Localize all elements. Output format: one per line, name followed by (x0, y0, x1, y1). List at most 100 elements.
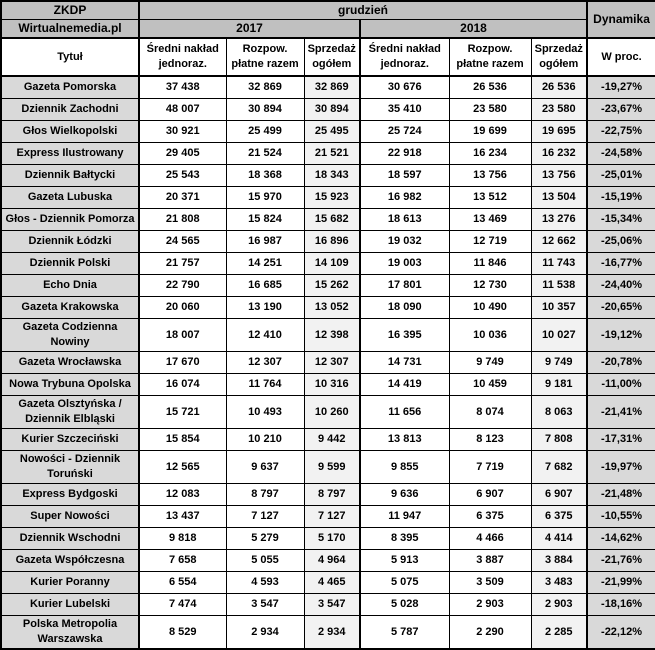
value-cell-2018-rozpow: 7 719 (448, 450, 532, 484)
value-cell-2018-sprzedaz: 11 743 (530, 252, 588, 275)
value-cell-2018-naklad: 8 395 (359, 527, 450, 550)
value-cell-2017-naklad: 21 808 (138, 208, 227, 231)
value-cell-2017-sprzedaz: 25 495 (303, 120, 361, 143)
change-percent-cell: -21,48% (586, 483, 655, 506)
value-cell-2017-naklad: 21 757 (138, 252, 227, 275)
metric-header-naklad-2018: Średni nakład jednoraz. (359, 37, 450, 77)
value-cell-2018-sprzedaz: 26 536 (530, 75, 588, 99)
change-percent-cell: -18,16% (586, 593, 655, 616)
value-cell-2018-sprzedaz: 13 756 (530, 164, 588, 187)
value-cell-2018-naklad: 16 982 (359, 186, 450, 209)
table-row: Dziennik Bałtycki 25 543 18 368 18 343 1… (0, 164, 655, 187)
header-row-years: Wirtualnemedia.pl 2017 2018 (0, 19, 655, 39)
value-cell-2018-rozpow: 8 074 (448, 395, 532, 429)
value-cell-2018-sprzedaz: 4 414 (530, 527, 588, 550)
newspaper-title-cell: Głos - Dziennik Pomorza (0, 208, 140, 231)
change-percent-cell: -19,12% (586, 318, 655, 352)
value-cell-2017-sprzedaz: 12 307 (303, 351, 361, 374)
value-cell-2018-sprzedaz: 7 682 (530, 450, 588, 484)
value-cell-2017-naklad: 22 790 (138, 274, 227, 297)
value-cell-2018-sprzedaz: 11 538 (530, 274, 588, 297)
newspaper-title-cell: Gazeta Lubuska (0, 186, 140, 209)
newspaper-title-cell: Kurier Poranny (0, 571, 140, 594)
value-cell-2018-sprzedaz: 3 483 (530, 571, 588, 594)
change-percent-cell: -24,40% (586, 274, 655, 297)
value-cell-2018-rozpow: 13 756 (448, 164, 532, 187)
value-cell-2018-sprzedaz: 9 181 (530, 373, 588, 396)
value-cell-2018-rozpow: 10 490 (448, 296, 532, 319)
value-cell-2017-sprzedaz: 4 465 (303, 571, 361, 594)
value-cell-2017-rozpow: 10 493 (225, 395, 305, 429)
value-cell-2018-naklad: 9 636 (359, 483, 450, 506)
table-row: Express Bydgoski 12 083 8 797 8 797 9 63… (0, 483, 655, 506)
value-cell-2017-naklad: 24 565 (138, 230, 227, 253)
value-cell-2017-rozpow: 16 987 (225, 230, 305, 253)
value-cell-2017-naklad: 6 554 (138, 571, 227, 594)
table-row: Polska Metropolia Warszawska 8 529 2 934… (0, 615, 655, 650)
value-cell-2018-sprzedaz: 12 662 (530, 230, 588, 253)
value-cell-2017-naklad: 7 474 (138, 593, 227, 616)
value-cell-2017-rozpow: 30 894 (225, 98, 305, 121)
value-cell-2018-naklad: 18 613 (359, 208, 450, 231)
value-cell-2017-rozpow: 3 547 (225, 593, 305, 616)
change-percent-cell: -22,75% (586, 120, 655, 143)
value-cell-2018-sprzedaz: 10 357 (530, 296, 588, 319)
value-cell-2017-naklad: 15 854 (138, 428, 227, 451)
value-cell-2017-sprzedaz: 9 599 (303, 450, 361, 484)
newspaper-title-cell: Nowości - Dziennik Toruński (0, 450, 140, 484)
newspaper-title-cell: Dziennik Zachodni (0, 98, 140, 121)
newspaper-title-cell: Kurier Szczeciński (0, 428, 140, 451)
newspaper-title-cell: Polska Metropolia Warszawska (0, 615, 140, 650)
table-row: Kurier Poranny 6 554 4 593 4 465 5 075 3… (0, 571, 655, 594)
value-cell-2017-rozpow: 15 824 (225, 208, 305, 231)
value-cell-2018-sprzedaz: 9 749 (530, 351, 588, 374)
value-cell-2017-rozpow: 7 127 (225, 505, 305, 528)
change-percent-cell: -17,31% (586, 428, 655, 451)
table-row: Gazeta Krakowska 20 060 13 190 13 052 18… (0, 296, 655, 319)
value-cell-2018-sprzedaz: 8 063 (530, 395, 588, 429)
value-cell-2017-rozpow: 14 251 (225, 252, 305, 275)
value-cell-2018-sprzedaz: 2 285 (530, 615, 588, 650)
value-cell-2017-rozpow: 9 637 (225, 450, 305, 484)
table-row: Gazeta Współczesna 7 658 5 055 4 964 5 9… (0, 549, 655, 572)
value-cell-2018-naklad: 13 813 (359, 428, 450, 451)
value-cell-2018-rozpow: 6 907 (448, 483, 532, 506)
table-row: Gazeta Lubuska 20 371 15 970 15 923 16 9… (0, 186, 655, 209)
value-cell-2018-naklad: 16 395 (359, 318, 450, 352)
value-cell-2017-naklad: 20 371 (138, 186, 227, 209)
change-percent-cell: -25,01% (586, 164, 655, 187)
newspaper-title-cell: Gazeta Współczesna (0, 549, 140, 572)
value-cell-2018-sprzedaz: 23 580 (530, 98, 588, 121)
table-row: Super Nowości 13 437 7 127 7 127 11 947 … (0, 505, 655, 528)
value-cell-2017-sprzedaz: 7 127 (303, 505, 361, 528)
title-column-header: Tytuł (0, 37, 140, 77)
value-cell-2018-rozpow: 2 290 (448, 615, 532, 650)
value-cell-2017-sprzedaz: 9 442 (303, 428, 361, 451)
table-row: Głos Wielkopolski 30 921 25 499 25 495 2… (0, 120, 655, 143)
change-percent-cell: -14,62% (586, 527, 655, 550)
value-cell-2018-naklad: 14 731 (359, 351, 450, 374)
value-cell-2018-naklad: 11 656 (359, 395, 450, 429)
change-percent-cell: -24,58% (586, 142, 655, 165)
value-cell-2018-rozpow: 12 730 (448, 274, 532, 297)
value-cell-2018-rozpow: 10 459 (448, 373, 532, 396)
change-percent-cell: -19,97% (586, 450, 655, 484)
percent-column-header: W proc. (586, 37, 655, 77)
table-row: Kurier Szczeciński 15 854 10 210 9 442 1… (0, 428, 655, 451)
change-percent-cell: -22,12% (586, 615, 655, 650)
value-cell-2017-rozpow: 4 593 (225, 571, 305, 594)
value-cell-2017-naklad: 25 543 (138, 164, 227, 187)
newspaper-title-cell: Gazeta Pomorska (0, 75, 140, 99)
value-cell-2018-naklad: 18 090 (359, 296, 450, 319)
value-cell-2017-sprzedaz: 13 052 (303, 296, 361, 319)
table-row: Gazeta Olsztyńska / Dziennik Elbląski 15… (0, 395, 655, 429)
source-label: ZKDP (0, 0, 140, 20)
value-cell-2018-naklad: 19 032 (359, 230, 450, 253)
value-cell-2018-naklad: 14 419 (359, 373, 450, 396)
value-cell-2018-naklad: 5 787 (359, 615, 450, 650)
value-cell-2017-sprzedaz: 32 869 (303, 75, 361, 99)
value-cell-2018-naklad: 19 003 (359, 252, 450, 275)
value-cell-2018-naklad: 25 724 (359, 120, 450, 143)
value-cell-2017-rozpow: 32 869 (225, 75, 305, 99)
value-cell-2018-rozpow: 26 536 (448, 75, 532, 99)
